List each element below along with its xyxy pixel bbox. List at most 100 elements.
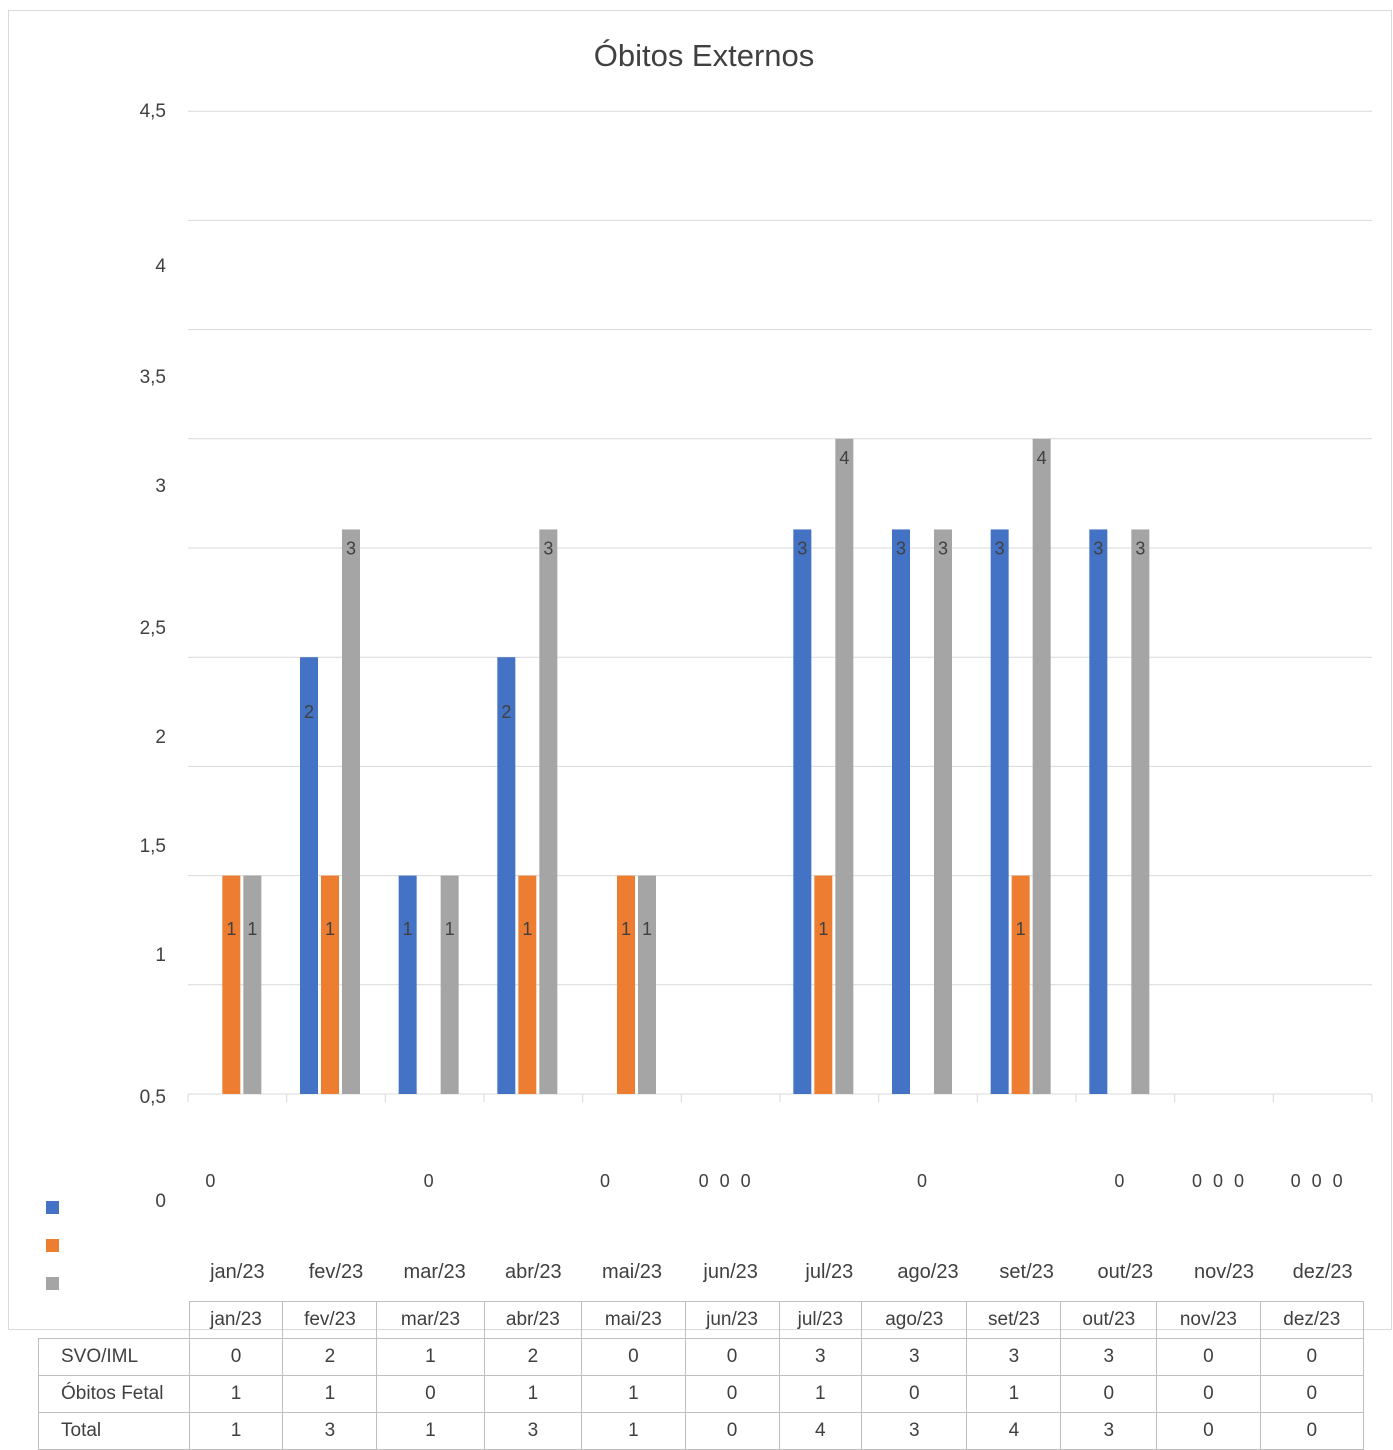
bar-data-label: 3 <box>797 538 807 558</box>
bar-data-label-zero: 0 <box>720 1171 730 1191</box>
bar <box>321 875 339 1094</box>
bar <box>617 875 635 1094</box>
y-tick-label: 2 <box>155 727 166 748</box>
bar-data-label: 3 <box>896 538 906 558</box>
table-value-cell: 1 <box>966 1375 1062 1413</box>
x-category-label: fev/23 <box>309 1261 363 1283</box>
data-table: jan/23 fev/23 mar/23 abr/23 mai/23 jun/23 jul/… <box>38 1301 1365 1450</box>
bar-data-label: 1 <box>818 919 828 939</box>
table-value-cell: 1 <box>282 1375 378 1413</box>
table-value-cell: 1 <box>778 1375 863 1413</box>
bar <box>892 529 910 1094</box>
bar-data-label: 2 <box>304 702 314 722</box>
bar-data-label: 1 <box>247 919 257 939</box>
bar <box>440 875 459 1094</box>
bar-data-label-zero: 0 <box>1312 1171 1322 1191</box>
y-tick-label: 0,5 <box>140 1087 166 1108</box>
series-name-cell: Óbitos Fetal <box>38 1375 190 1413</box>
table-value-cell: 0 <box>1060 1375 1158 1413</box>
x-category-label: jul/23 <box>804 1261 853 1283</box>
bar-data-label: 1 <box>403 919 413 939</box>
table-header-cell: set/23 <box>966 1301 1062 1339</box>
x-axis-tick-labels: jan/23 fev/23 mar/23 abr/23 mai/23 jun/23 jul/… <box>209 1261 1353 1283</box>
x-category-label: dez/23 <box>1293 1261 1353 1283</box>
bar-data-label: 1 <box>1016 919 1026 939</box>
y-tick-label: 4 <box>155 256 166 277</box>
table-value-cell: 1 <box>581 1375 686 1413</box>
x-category-label: out/23 <box>1098 1261 1154 1283</box>
y-tick-label: 1 <box>155 945 166 966</box>
table-value-cell: 0 <box>1156 1338 1261 1376</box>
table-value-cell: 0 <box>684 1338 780 1376</box>
bar-data-label: 1 <box>445 919 455 939</box>
table-value-cell: 3 <box>778 1338 863 1376</box>
table-value-cell: 0 <box>1259 1375 1365 1413</box>
table-value-cell: 2 <box>483 1338 583 1376</box>
bar-data-label-zero: 0 <box>1234 1171 1244 1191</box>
bar <box>1032 438 1051 1094</box>
bar <box>539 529 558 1094</box>
table-value-cell: 2 <box>282 1338 378 1376</box>
bar-data-label: 1 <box>642 919 652 939</box>
bar-data-label: 4 <box>839 448 849 468</box>
bar <box>398 875 417 1094</box>
bar-data-label-zero: 0 <box>600 1171 610 1191</box>
x-category-label: jun/23 <box>702 1261 758 1283</box>
y-tick-label: 4,5 <box>140 101 166 122</box>
x-category-label: ago/23 <box>897 1261 958 1283</box>
table-header-cell: jul/23 <box>778 1301 863 1339</box>
bar-data-label: 3 <box>346 538 356 558</box>
table-header-cell: ago/23 <box>861 1301 968 1339</box>
bar-data-label: 1 <box>522 919 532 939</box>
bar-data-label: 1 <box>621 919 631 939</box>
y-tick-label: 3,5 <box>140 367 166 388</box>
bar <box>1131 529 1150 1094</box>
table-value-cell: 0 <box>861 1375 968 1413</box>
legend-key <box>46 1201 59 1214</box>
x-category-label: mai/23 <box>602 1261 662 1283</box>
table-header-cell: jun/23 <box>684 1301 780 1339</box>
table-header-cell: fev/23 <box>282 1301 378 1339</box>
bar <box>793 529 812 1094</box>
y-tick-label: 2,5 <box>140 618 166 639</box>
table-header-cell: nov/23 <box>1156 1301 1261 1339</box>
bar-data-label-zero: 0 <box>1114 1171 1124 1191</box>
bar <box>222 875 241 1094</box>
bar-data-label-zero: 0 <box>917 1171 927 1191</box>
bar-data-label: 1 <box>325 919 335 939</box>
bar-data-label: 3 <box>995 538 1005 558</box>
bar-data-label-zero: 0 <box>1192 1171 1202 1191</box>
bar <box>518 875 537 1094</box>
bar-data-label-zero: 0 <box>1333 1171 1343 1191</box>
bar <box>1089 529 1108 1094</box>
bar-data-label-zero: 0 <box>205 1171 215 1191</box>
bars <box>222 438 1150 1094</box>
chart-title: Óbitos Externos <box>594 38 815 73</box>
x-category-label: abr/23 <box>505 1261 562 1283</box>
table-value-cell: 0 <box>1259 1338 1365 1376</box>
table-value-cell: 0 <box>684 1375 780 1413</box>
bar <box>342 529 360 1094</box>
legend-key <box>46 1239 59 1252</box>
bar <box>990 529 1009 1094</box>
table-header-cell: out/23 <box>1060 1301 1158 1339</box>
bar <box>243 875 262 1094</box>
table-value-cell: 3 <box>861 1338 968 1376</box>
bar-data-label-zero: 0 <box>741 1171 751 1191</box>
table-value-cell: 3 <box>1060 1338 1158 1376</box>
table-row: Óbitos Fetal 1 1 0 1 1 0 1 0 1 0 0 0 <box>38 1375 1365 1413</box>
bar-data-label-zero: 0 <box>699 1171 709 1191</box>
table-value-cell: 0 <box>581 1338 686 1376</box>
bar <box>835 438 854 1094</box>
legend-keys <box>46 1201 59 1290</box>
table-row: SVO/IML 0 2 1 2 0 0 3 3 3 3 0 0 <box>38 1338 1365 1376</box>
gridlines <box>187 110 1373 1102</box>
bar-data-label: 3 <box>543 538 553 558</box>
table-header-cell: mar/23 <box>376 1301 485 1339</box>
bar <box>497 657 516 1094</box>
table-corner <box>39 1302 190 1339</box>
series-name-cell: SVO/IML <box>38 1338 190 1376</box>
bar <box>814 875 833 1094</box>
